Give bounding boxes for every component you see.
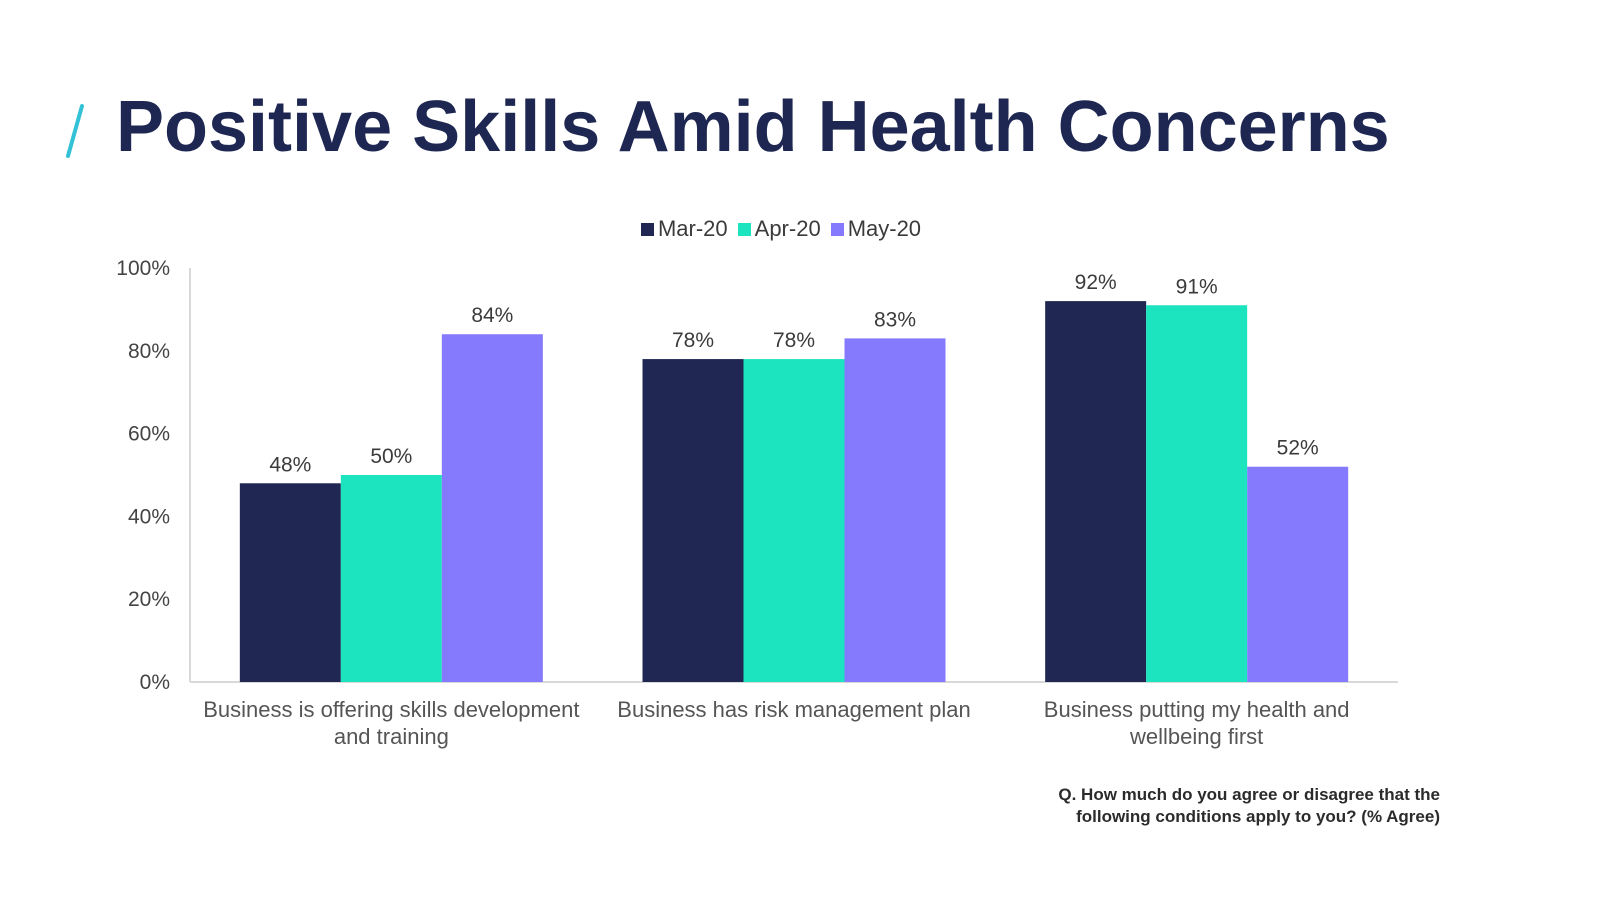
x-category-label: Business putting my health and: [1044, 697, 1350, 722]
legend-label-apr-20: Apr-20: [754, 216, 821, 241]
data-label: 48%: [269, 453, 311, 476]
legend-item-may-20: May-20: [830, 216, 922, 242]
chart-legend: Mar-20 Apr-20 May-20: [0, 216, 1560, 242]
y-tick-label: 60%: [128, 423, 170, 446]
bar-apr-20: [743, 359, 845, 682]
bar-apr-20: [1146, 305, 1248, 682]
data-label: 92%: [1075, 271, 1117, 294]
page-title: Positive Skills Amid Health Concerns: [116, 87, 1390, 167]
data-label: 83%: [874, 308, 916, 331]
y-tick-label: 20%: [128, 588, 170, 611]
bar-mar-20: [1045, 301, 1147, 682]
bar-mar-20: [239, 483, 341, 682]
y-tick-label: 100%: [116, 257, 170, 280]
survey-question-footnote: Q. How much do you agree or disagree tha…: [960, 784, 1440, 828]
data-label: 50%: [370, 445, 412, 468]
x-category-label: wellbeing first: [1129, 724, 1263, 749]
x-category-label: Business has risk management plan: [617, 697, 970, 722]
y-tick-label: 80%: [128, 340, 170, 363]
y-tick-label: 0%: [140, 671, 170, 694]
footnote-line-1: Q. How much do you agree or disagree tha…: [1058, 785, 1440, 804]
data-label: 52%: [1277, 437, 1319, 460]
legend-label-mar-20: Mar-20: [657, 216, 728, 241]
legend-swatch-may-20: [830, 222, 844, 236]
bar-may-20: [441, 334, 543, 682]
data-label: 84%: [471, 304, 513, 327]
data-label: 78%: [773, 329, 815, 352]
bar-may-20: [1247, 466, 1349, 682]
data-label: 78%: [672, 329, 714, 352]
legend-swatch-apr-20: [737, 222, 751, 236]
accent-slash-icon: [66, 104, 84, 158]
bar-mar-20: [642, 359, 744, 682]
data-label: 91%: [1176, 275, 1218, 298]
legend-item-mar-20: Mar-20: [640, 216, 728, 242]
bar-may-20: [844, 338, 946, 682]
legend-item-apr-20: Apr-20: [737, 216, 821, 242]
legend-label-may-20: May-20: [847, 216, 922, 241]
bar-apr-20: [340, 475, 442, 682]
footnote-line-2: following conditions apply to you? (% Ag…: [1076, 807, 1440, 826]
x-category-label: Business is offering skills development: [203, 697, 579, 722]
y-tick-label: 40%: [128, 505, 170, 528]
legend-swatch-mar-20: [640, 222, 654, 236]
x-category-label: and training: [334, 724, 449, 749]
